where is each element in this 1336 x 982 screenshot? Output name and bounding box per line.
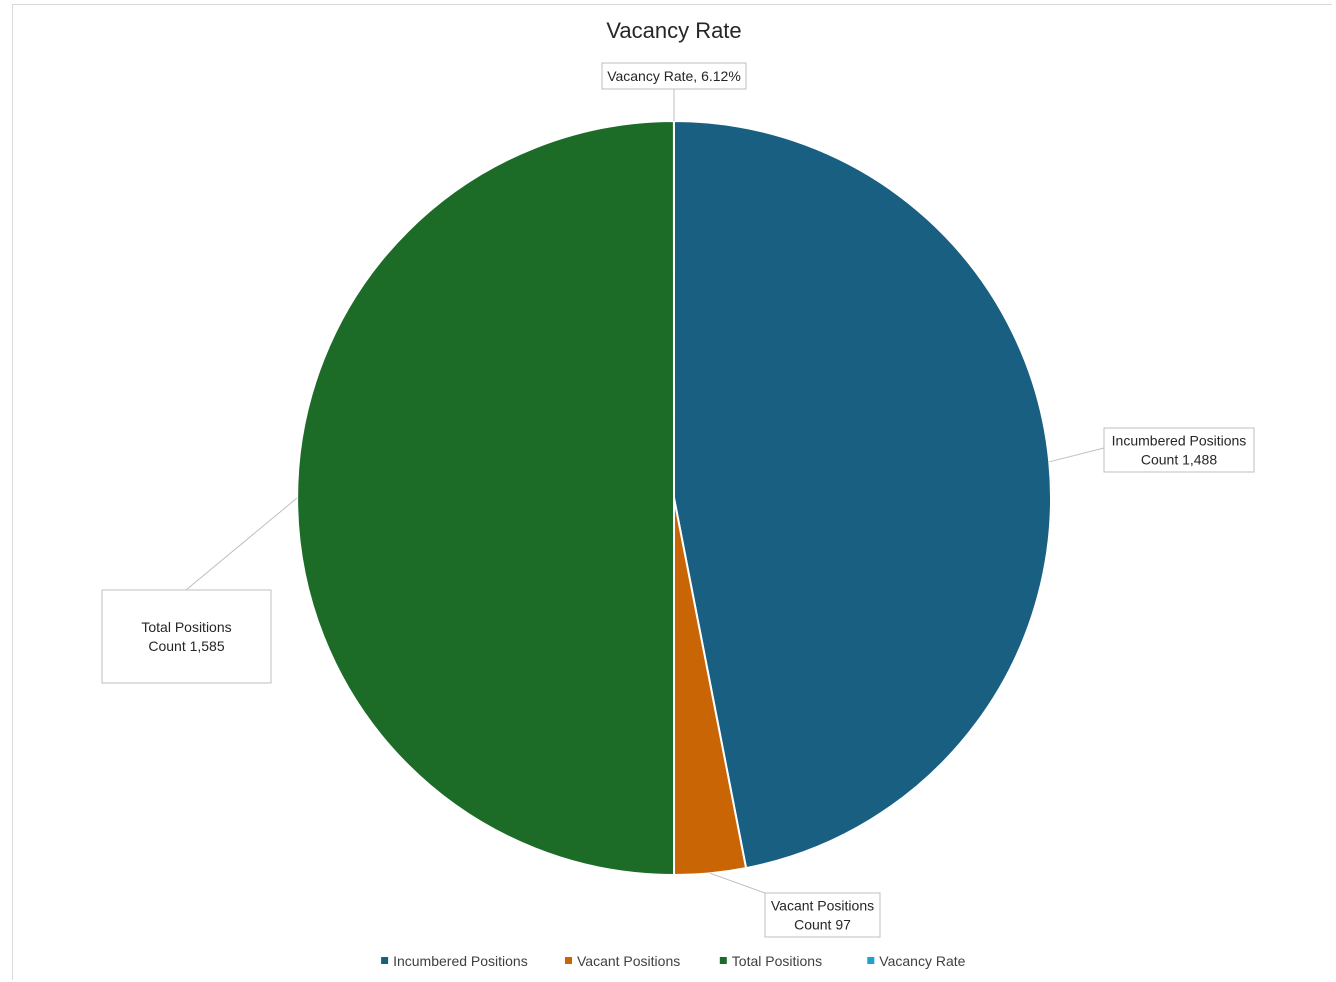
data-label-total-positions: Total Positions Count 1,585 <box>101 589 272 684</box>
data-label-box <box>101 589 272 684</box>
legend-item-total-positions: Total Positions <box>719 953 822 969</box>
data-label-box <box>601 62 747 90</box>
data-label-vacant-positions: Vacant Positions Count 97 <box>764 892 881 938</box>
legend-item-vacant-positions: Vacant Positions <box>565 953 680 969</box>
data-label-name: Vacant Positions <box>771 898 874 914</box>
legend-item-vacancy-rate: Vacancy Rate <box>867 953 966 969</box>
pie-slices <box>295 119 1052 877</box>
legend-swatch <box>381 957 389 964</box>
data-label-value: Count 97 <box>794 917 851 933</box>
data-label-box <box>1103 427 1255 473</box>
legend-item-incumbered-positions: Incumbered Positions <box>381 953 528 969</box>
legend-label: Incumbered Positions <box>393 953 528 969</box>
legend-label: Vacancy Rate <box>879 953 965 969</box>
data-label-box <box>764 892 881 938</box>
data-label-vacancy-rate: Vacancy Rate, 6.12% <box>601 62 747 90</box>
data-labels: Incumbered Positions Count 1,488 Vacant Po… <box>101 62 1255 938</box>
data-label-incumbered-positions: Incumbered Positions Count 1,488 <box>1103 427 1255 473</box>
pie-slice-total-positions <box>295 119 676 877</box>
legend-swatch <box>719 957 727 964</box>
legend-swatch <box>867 957 875 964</box>
data-label-value: Count 1,585 <box>148 638 224 654</box>
leader-lines <box>185 89 1105 894</box>
data-label-value: Count 1,488 <box>1141 452 1217 468</box>
chart-title: Vacancy Rate <box>606 18 741 43</box>
legend-label: Total Positions <box>732 953 822 969</box>
pie-slice-incumbered-positions <box>673 119 1052 870</box>
leader-line-incumbered-positions <box>1049 447 1105 463</box>
data-label-name: Incumbered Positions <box>1112 433 1247 449</box>
legend-swatch <box>565 957 572 964</box>
chart-frame <box>12 4 1332 980</box>
legend-label: Vacant Positions <box>577 953 680 969</box>
leader-line-total-positions <box>185 497 298 591</box>
leader-line-vacant-positions <box>710 872 766 894</box>
data-label-name: Vacancy Rate, 6.12% <box>607 68 741 84</box>
legend: Incumbered Positions Vacant Positions Tota… <box>381 953 966 969</box>
data-label-name: Total Positions <box>141 619 231 635</box>
